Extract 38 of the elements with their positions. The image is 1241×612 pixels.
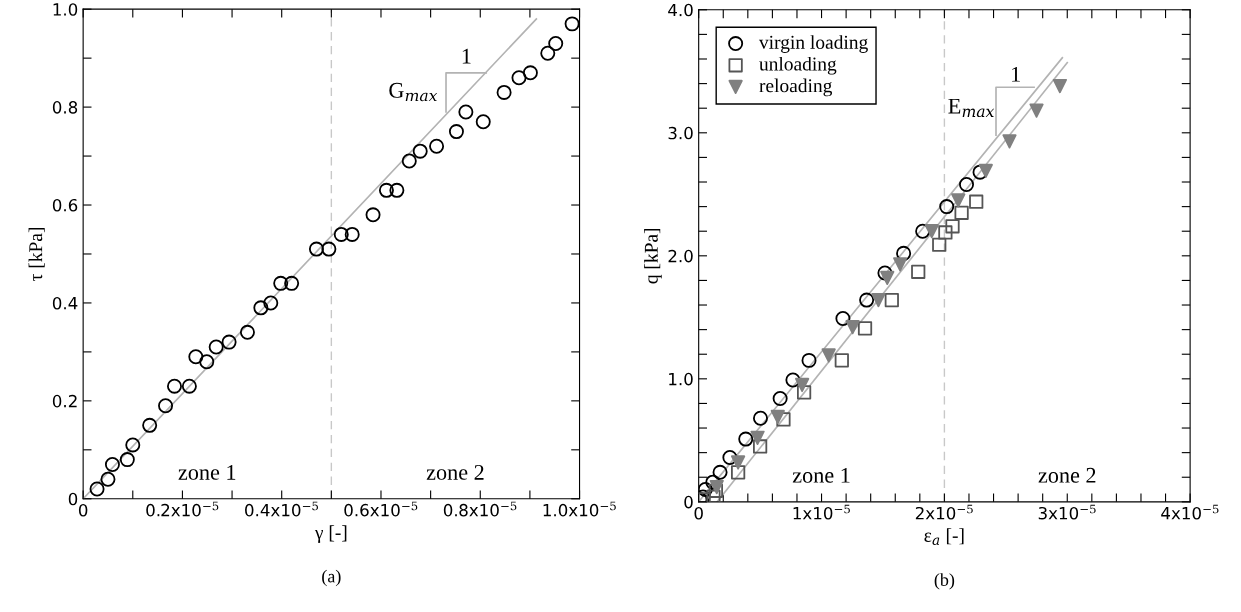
annotation: 1 — [1012, 66, 1020, 82]
y-tick-label: 0.6 — [52, 198, 78, 212]
x-tick-label: 3x10$^{−5}$ — [1038, 504, 1096, 520]
legend-label: unloading — [759, 56, 837, 75]
annotation: G$_{max}$ — [389, 82, 438, 102]
legend-label: virgin loading — [758, 35, 868, 53]
y-axis-title: τ [kPa] — [28, 228, 45, 281]
y-tick-label: 0.8 — [52, 101, 78, 114]
y-tick-label: 1.0 — [669, 372, 693, 386]
x-tick-label: 0.8x10$^{−5}$ — [443, 501, 517, 517]
legend-label: reloading — [759, 78, 833, 97]
x-tick-label: 0 — [78, 503, 88, 517]
annotation: zone 1 — [792, 467, 850, 483]
x-axis-title: ε$_{a}$ [-] — [924, 528, 964, 545]
text: (a) — [322, 569, 341, 587]
x-tick-label: 4x10$^{−5}$ — [1161, 504, 1219, 520]
x-tick-label: 0.4x10$^{−5}$ — [245, 501, 318, 517]
annotation: zone 1 — [178, 464, 236, 480]
text: (b) — [934, 573, 955, 590]
y-tick-label: 0.2 — [52, 394, 77, 408]
y-tick-label: 0 — [68, 492, 78, 506]
y-tick-label: 0.4 — [52, 296, 78, 310]
x-tick-label: 0.6x10$^{−5}$ — [344, 501, 418, 517]
y-tick-label: 2.0 — [668, 249, 693, 263]
x-tick-label: 2x10$^{−5}$ — [915, 504, 973, 520]
annotation: zone 2 — [426, 464, 484, 480]
x-axis-title: γ [-] — [314, 525, 347, 543]
y-axis-title: q [kPa] — [644, 228, 662, 284]
y-tick-label: 3.0 — [668, 126, 693, 140]
annotation: zone 2 — [1038, 467, 1096, 483]
x-tick-label: 1x10$^{−5}$ — [793, 504, 850, 520]
x-tick-label: 1.0x10$^{−5}$ — [543, 501, 616, 517]
y-tick-label: 4.0 — [668, 3, 693, 17]
annotation: 1 — [462, 48, 471, 64]
y-tick-label: 1.0 — [53, 3, 78, 16]
x-tick-label: 0.2x10$^{−5}$ — [146, 501, 219, 517]
annotation: E$_{max}$ — [948, 98, 995, 118]
x-tick-label: 0 — [694, 507, 703, 520]
